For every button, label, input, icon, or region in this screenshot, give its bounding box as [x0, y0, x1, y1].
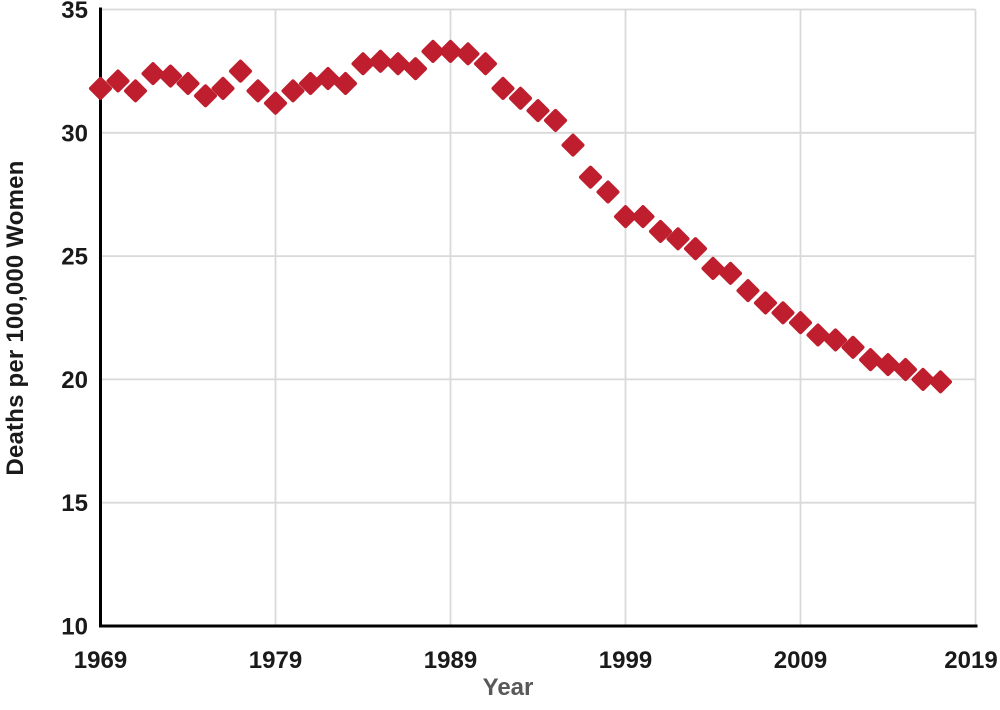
data-point — [211, 76, 235, 100]
data-point — [824, 328, 847, 352]
x-tick-label: 2019 — [944, 647, 997, 674]
data-point — [159, 64, 182, 88]
y-tick-label: 30 — [61, 120, 88, 147]
data-point — [684, 237, 707, 261]
data-point — [264, 91, 287, 115]
data-point — [124, 79, 147, 103]
data-point — [841, 335, 865, 359]
data-point — [421, 39, 445, 63]
y-tick-label: 35 — [61, 0, 88, 24]
data-point — [719, 261, 742, 285]
data-point — [316, 67, 340, 91]
x-tick-label: 1969 — [74, 647, 127, 674]
data-point — [911, 367, 935, 391]
data-point — [876, 353, 900, 377]
x-tick-label: 1999 — [599, 647, 652, 674]
data-point — [89, 76, 112, 100]
y-tick-label: 25 — [61, 244, 88, 271]
data-point — [771, 301, 795, 325]
y-tick-label: 10 — [61, 614, 88, 641]
data-point — [666, 227, 690, 251]
data-point — [649, 219, 672, 243]
data-point — [334, 71, 357, 95]
data-point — [369, 49, 392, 73]
data-point — [596, 180, 620, 204]
data-point — [404, 57, 427, 81]
data-point — [579, 165, 602, 189]
x-tick-label: 2009 — [774, 647, 827, 674]
data-point — [141, 62, 165, 86]
data-point — [544, 108, 567, 132]
data-point — [439, 39, 462, 63]
data-point — [561, 133, 585, 157]
x-tick-label: 1989 — [424, 647, 477, 674]
data-point — [281, 79, 305, 103]
data-point — [509, 86, 532, 110]
data-point — [736, 279, 760, 303]
data-point — [806, 323, 830, 347]
data-point — [299, 71, 322, 95]
data-point — [456, 42, 480, 66]
data-point — [106, 69, 130, 93]
data-point — [176, 71, 200, 95]
data-point — [859, 348, 882, 372]
data-point — [929, 370, 952, 394]
data-point — [491, 76, 515, 100]
data-point — [526, 99, 550, 123]
data-point — [386, 52, 410, 76]
data-point — [614, 205, 637, 229]
data-point — [789, 311, 812, 335]
y-tick-label: 15 — [61, 490, 88, 517]
data-point — [474, 52, 497, 76]
y-axis-title: Deaths per 100,000 Women — [2, 160, 29, 476]
data-point — [754, 291, 777, 315]
data-point — [894, 358, 917, 382]
x-tick-label: 1979 — [249, 647, 302, 674]
data-point — [229, 59, 252, 83]
data-point — [631, 205, 655, 229]
data-point — [246, 79, 270, 103]
data-point — [701, 256, 725, 280]
data-point — [351, 52, 375, 76]
x-axis-title: Year — [482, 674, 534, 701]
y-tick-label: 20 — [61, 367, 88, 394]
data-point — [194, 84, 217, 108]
